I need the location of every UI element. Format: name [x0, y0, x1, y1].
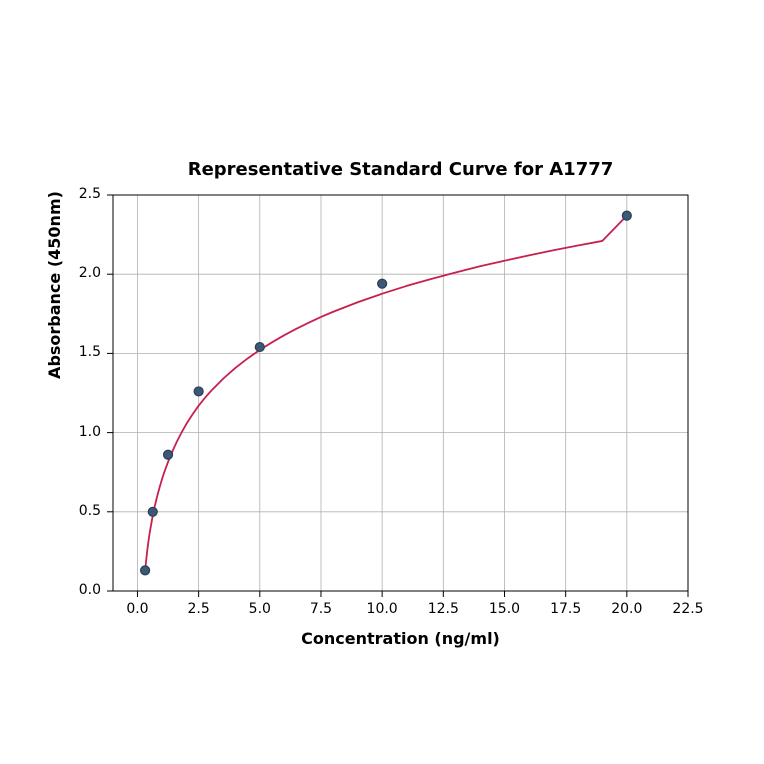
x-tick-label: 5.0	[235, 601, 285, 617]
chart-svg	[0, 0, 764, 764]
y-tick-label: 2.5	[61, 186, 101, 202]
y-tick-label: 1.5	[61, 344, 101, 360]
y-tick-label: 1.0	[61, 424, 101, 440]
y-tick-label: 2.0	[61, 265, 101, 281]
chart-container: Representative Standard Curve for A1777 …	[0, 0, 764, 764]
y-tick-label: 0.5	[61, 503, 101, 519]
x-tick-label: 10.0	[357, 601, 407, 617]
x-tick-label: 20.0	[602, 601, 652, 617]
x-tick-label: 15.0	[479, 601, 529, 617]
x-tick-label: 0.0	[112, 601, 162, 617]
x-tick-label: 12.5	[418, 601, 468, 617]
x-axis-label: Concentration (ng/ml)	[113, 629, 688, 648]
x-tick-label: 17.5	[541, 601, 591, 617]
x-tick-label: 2.5	[174, 601, 224, 617]
x-tick-label: 22.5	[663, 601, 713, 617]
chart-title: Representative Standard Curve for A1777	[113, 159, 688, 180]
x-tick-label: 7.5	[296, 601, 346, 617]
y-tick-label: 0.0	[61, 582, 101, 598]
